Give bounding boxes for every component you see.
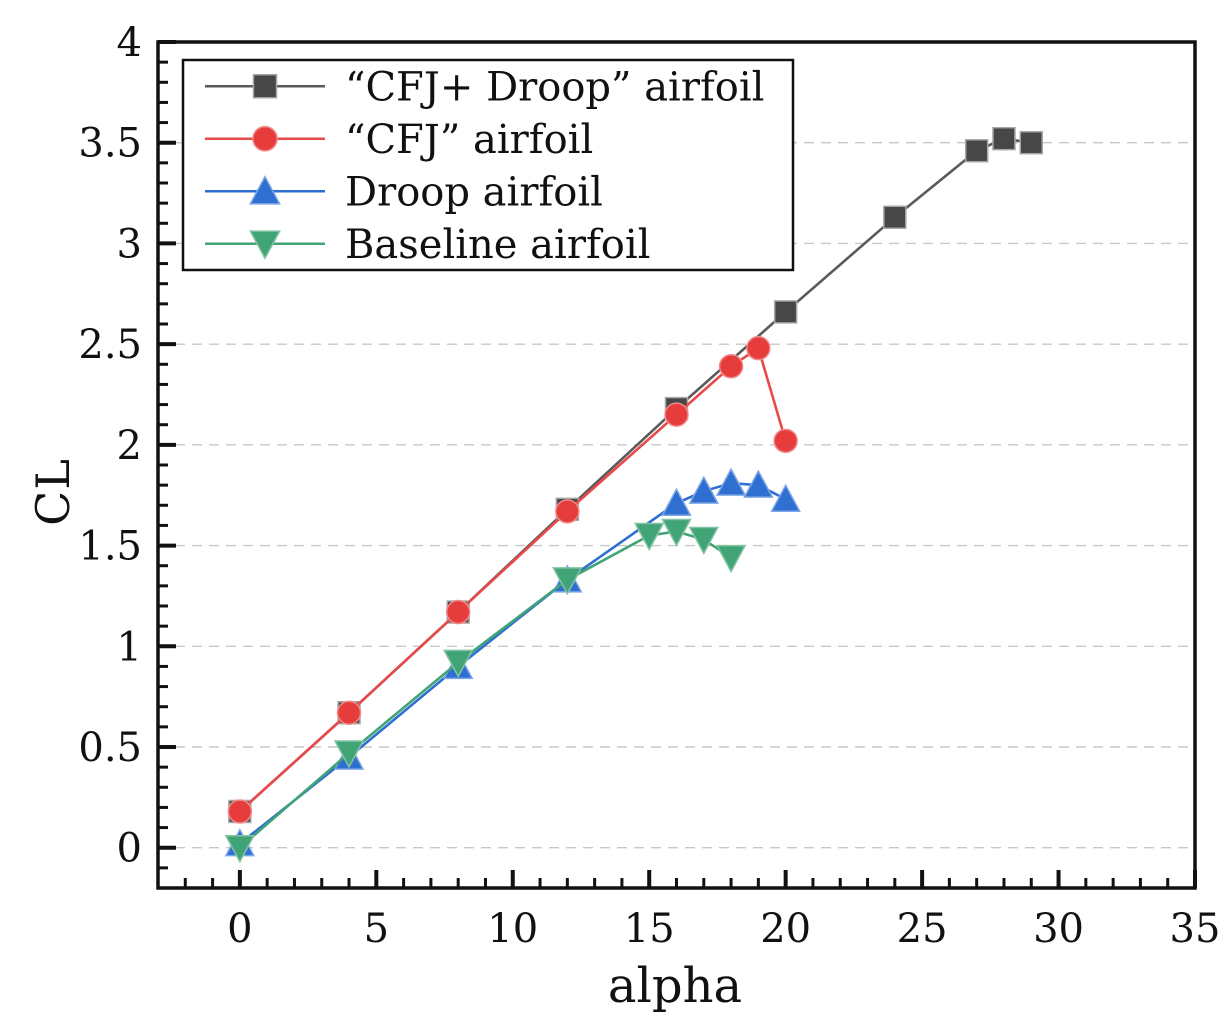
series-line <box>239 530 732 849</box>
x-tick-label: 20 <box>760 906 811 952</box>
marker-triangle-down <box>442 649 474 678</box>
marker-triangle-up <box>770 483 801 512</box>
marker-triangle-down <box>633 522 665 552</box>
marker-square <box>964 139 989 163</box>
legend-item: “CFJ+ Droop” airfoil <box>205 64 764 110</box>
marker-triangle-down <box>224 834 256 864</box>
legend-label: “CFJ” airfoil <box>345 117 593 163</box>
marker-circle <box>336 700 362 726</box>
marker-triangle-down <box>333 740 365 769</box>
marker-square <box>252 73 278 99</box>
legend: “CFJ+ Droop” airfoil “CFJ” airfoil Droop a… <box>181 58 795 272</box>
x-axis: 0 5 10 15 20 25 30 35 <box>156 870 1221 952</box>
marker-square <box>1019 130 1044 155</box>
marker-triangle-down <box>552 567 583 596</box>
marker-triangle-up <box>743 469 774 498</box>
y-tick-label: 2 <box>117 423 142 469</box>
series-3 <box>224 467 801 857</box>
x-tick-label: 15 <box>624 906 675 952</box>
legend-item: “CFJ” airfoil <box>205 117 593 163</box>
x-tick-label: 5 <box>364 906 389 952</box>
marker-triangle-up <box>249 175 281 205</box>
x-tick-label: 0 <box>227 906 252 952</box>
marker-circle <box>718 354 744 379</box>
marker-triangle-down <box>688 526 720 556</box>
marker-circle <box>773 428 798 454</box>
marker-triangle-up <box>688 475 720 504</box>
x-tick-label: 10 <box>487 906 538 952</box>
series-line <box>238 346 787 813</box>
marker-square <box>992 126 1016 151</box>
marker-triangle-up <box>661 487 692 517</box>
legend-box <box>181 58 795 272</box>
marker-circle <box>445 599 471 625</box>
y-axis-title: CL <box>26 458 80 526</box>
legend-item: Droop airfoil <box>205 169 603 215</box>
legend-label: Baseline airfoil <box>345 222 650 268</box>
legend-item: Baseline airfoil <box>205 222 650 268</box>
y-tick-label: 0 <box>117 826 142 872</box>
marker-circle <box>555 499 580 524</box>
y-tick-label: 1.5 <box>78 524 142 570</box>
x-tick-label: 30 <box>1033 906 1084 952</box>
x-tick-label: 25 <box>897 906 948 952</box>
legend-label: Droop airfoil <box>345 169 603 215</box>
y-tick-label: 1 <box>117 624 142 670</box>
series-4 <box>224 518 747 864</box>
marker-square <box>773 300 798 324</box>
y-tick-label: 3.5 <box>78 121 142 167</box>
marker-triangle-down <box>661 518 692 548</box>
marker-square <box>883 205 907 229</box>
marker-circle <box>227 799 253 824</box>
x-axis-title: alpha <box>0 958 1226 1014</box>
x-axis-title-text: alpha <box>607 958 743 1014</box>
series-2 <box>227 335 798 824</box>
y-tick-label: 3 <box>117 221 142 267</box>
y-tick-label: 0.5 <box>78 725 142 771</box>
y-axis: 0 0.5 1 1.5 2 2.5 3 3.5 4 <box>78 20 176 890</box>
x-tick-label: 35 <box>1170 906 1221 952</box>
marker-triangle-down <box>715 544 747 574</box>
legend-label: “CFJ+ Droop” airfoil <box>345 64 764 110</box>
marker-triangle-up <box>715 467 747 496</box>
marker-circle <box>746 335 771 361</box>
marker-circle <box>252 125 278 152</box>
marker-circle <box>664 402 689 427</box>
y-tick-label: 2.5 <box>78 322 142 368</box>
marker-triangle-down <box>249 230 281 260</box>
y-tick-label: 4 <box>117 20 142 66</box>
